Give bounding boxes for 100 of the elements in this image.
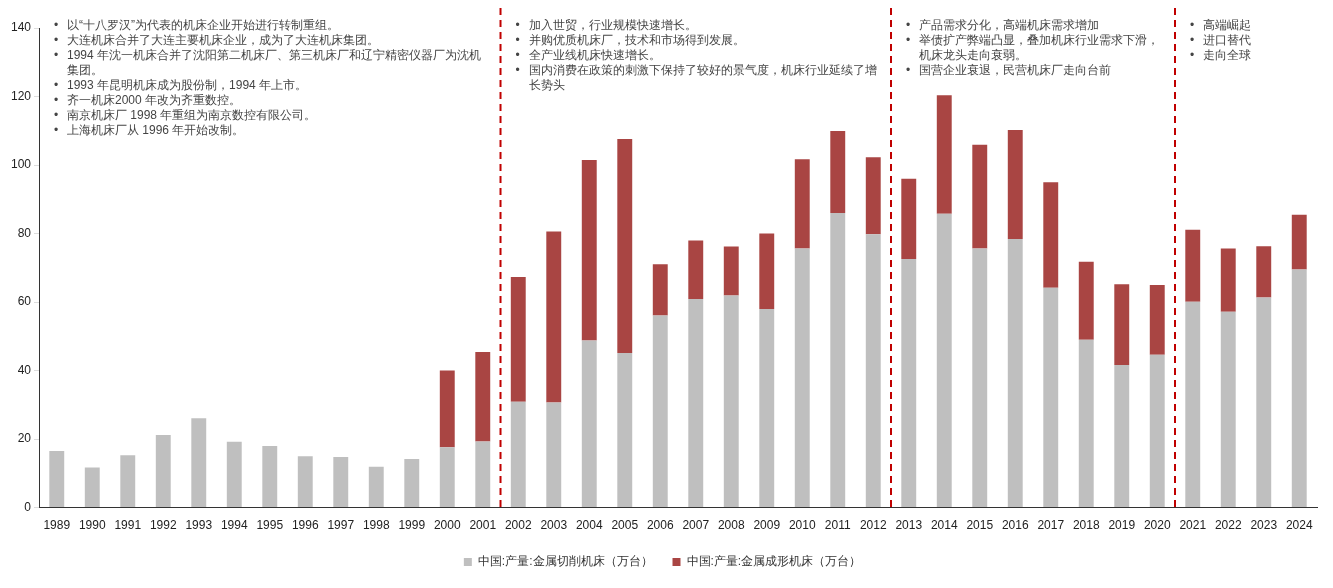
bar	[1078, 261, 1094, 340]
bar	[794, 159, 810, 249]
x-tick-label: 2022	[1214, 518, 1242, 533]
x-tick-label: 2011	[824, 518, 851, 533]
bar	[936, 95, 952, 214]
bar	[84, 467, 100, 508]
bar	[262, 445, 278, 508]
bar	[155, 434, 171, 508]
bar	[688, 240, 704, 299]
text: • 以“十八罗汉”为代表的机床企业开始进行转制重组。• 大连机床合并了大连主要机床企业，成为了大连机床集团。• 1994 年沈一机床合并了沈阳第二机床厂、第三机床厂和辽宁精密仪器厂为沈机集团。• 1993 年昆明机床成为股份制，1994 年上市。• 齐一机床2000 年改为齐重数控。• 南京机床厂 1998 年重组为南京数控有限公司。• 上海机床厂从 1996 年开始改制。	[53, 18, 482, 137]
bar	[617, 138, 633, 354]
bar	[1043, 287, 1059, 508]
x-tick-label: 2007	[682, 518, 710, 533]
x-tick-label: 2024	[1285, 518, 1313, 533]
x-tick-label: 1992	[149, 518, 177, 533]
bar	[1007, 130, 1023, 240]
bar	[688, 298, 704, 508]
x-tick-label: 2019	[1108, 518, 1136, 533]
x-tick-label: 2003	[540, 518, 568, 533]
bar	[510, 277, 526, 402]
y-tick-label: 140	[10, 20, 32, 35]
bar	[972, 248, 988, 508]
legend-label: 中国:产量:金属成形机床（万台）	[686, 554, 862, 569]
bar	[1149, 354, 1165, 508]
bar	[901, 178, 917, 259]
x-tick-label: 2016	[1001, 518, 1029, 533]
legend-label: 中国:产量:金属切削机床（万台）	[477, 554, 653, 569]
bar	[1220, 311, 1236, 508]
y-tick-label: 20	[17, 431, 32, 446]
x-tick-label: 1996	[291, 518, 319, 533]
bar	[226, 441, 242, 508]
x-tick-label: 2018	[1072, 518, 1100, 533]
y-tick-label: 40	[17, 362, 32, 377]
bar	[581, 159, 597, 341]
x-tick-label: 2015	[966, 518, 994, 533]
bar	[333, 456, 349, 508]
bar	[936, 213, 952, 508]
bar	[759, 308, 775, 508]
bar	[865, 157, 881, 235]
x-tick-label: 2009	[753, 518, 781, 533]
x-tick-label: 1997	[327, 518, 355, 533]
x-tick-label: 1989	[43, 518, 71, 533]
bar	[49, 451, 65, 508]
bar	[901, 258, 917, 508]
x-tick-label: 2010	[788, 518, 816, 533]
bar	[830, 131, 846, 213]
bar	[191, 418, 207, 508]
bar	[1007, 239, 1023, 508]
x-tick-label: 2021	[1179, 518, 1207, 533]
bar	[652, 264, 668, 316]
bar	[652, 315, 668, 508]
bar	[120, 455, 136, 508]
annotation: • 高端崛起• 进口替代• 走向全球	[1188, 18, 1252, 63]
x-tick-label: 2012	[859, 518, 887, 533]
x-tick-label: 2005	[611, 518, 639, 533]
bar	[439, 447, 455, 508]
bar	[581, 340, 597, 508]
bar	[723, 295, 739, 508]
x-tick-label: 1994	[220, 518, 248, 533]
bar	[404, 458, 420, 508]
bar	[830, 212, 846, 508]
bar	[723, 246, 739, 296]
x-tick-label: 2014	[930, 518, 958, 533]
bar	[1114, 365, 1130, 508]
x-tick-label: 1993	[185, 518, 213, 533]
bar	[1256, 297, 1272, 508]
text: • 加入世贸，行业规模快速增长。• 并购优质机床厂，技术和市场得到发展。• 全产业线机床快速增长。• 国内消费在政策的刺激下保持了较好的景气度，机床行业延续了增长势头	[515, 18, 877, 92]
bar	[297, 456, 313, 508]
bar	[759, 233, 775, 309]
bar	[617, 353, 633, 508]
y-tick-label: 120	[10, 88, 32, 103]
bar	[546, 231, 562, 403]
x-tick-label: 2004	[575, 518, 603, 533]
x-tick-label: 2023	[1250, 518, 1278, 533]
bar	[1220, 248, 1236, 312]
bar	[1043, 182, 1059, 288]
bar	[1185, 301, 1201, 508]
x-tick-label: 2001	[469, 518, 497, 533]
x-tick-label: 1991	[114, 518, 142, 533]
y-tick-label: 0	[24, 499, 32, 514]
x-tick-label: 2020	[1143, 518, 1171, 533]
bar	[475, 352, 491, 442]
x-tick-label: 2006	[646, 518, 674, 533]
x-tick-label: 1990	[78, 518, 106, 533]
y-tick-label: 60	[17, 294, 32, 309]
bar	[1185, 229, 1201, 302]
bar	[1078, 339, 1094, 508]
x-tick-label: 2002	[504, 518, 532, 533]
y-tick-label: 80	[17, 225, 32, 240]
bar	[1291, 269, 1307, 508]
bar	[794, 248, 810, 508]
annotation: • 产品需求分化，高端机床需求增加• 举债扩产弊端凸显，叠加机床行业需求下滑，机床龙头走向衰弱。• 国营企业衰退，民营机床厂走向台前	[904, 18, 1160, 78]
x-tick-label: 1999	[398, 518, 426, 533]
x-tick-label: 2000	[433, 518, 461, 533]
bar	[368, 466, 384, 508]
bar	[1114, 284, 1130, 366]
x-tick-label: 2017	[1037, 518, 1065, 533]
bar	[1149, 284, 1165, 355]
bar	[475, 441, 491, 508]
bar	[865, 234, 881, 508]
